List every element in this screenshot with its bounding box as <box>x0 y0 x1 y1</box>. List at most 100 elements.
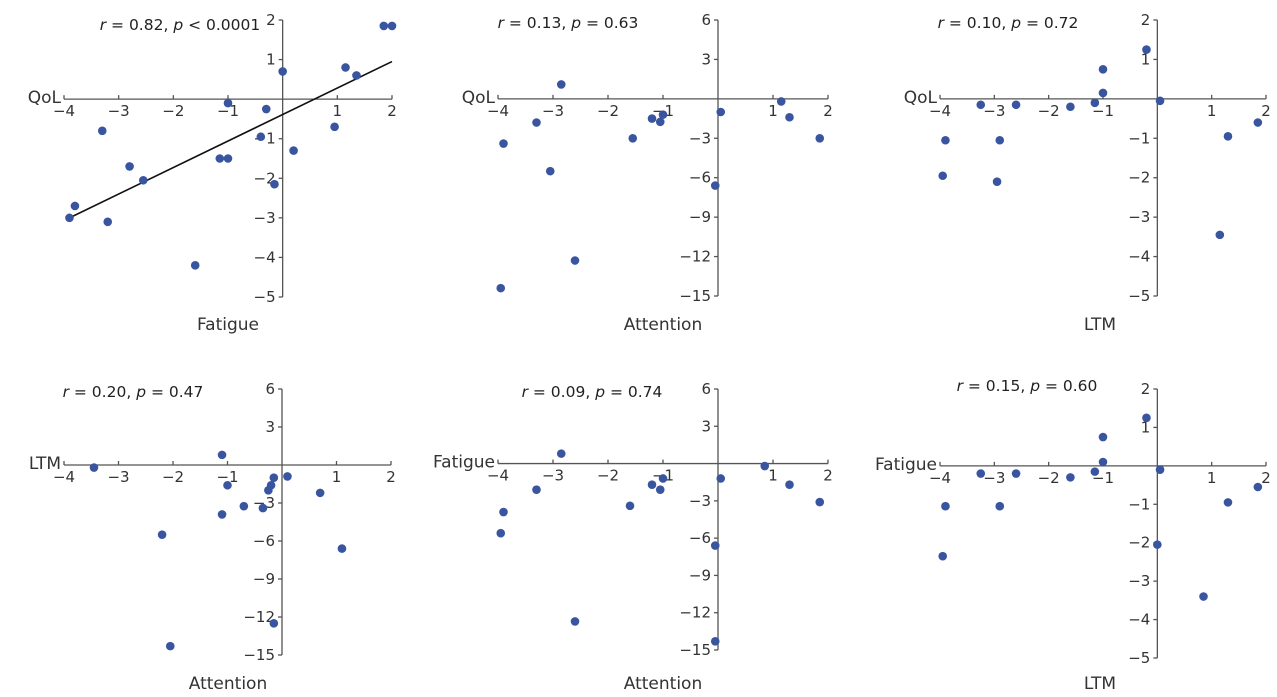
x-tick-label: −2 <box>597 467 619 485</box>
data-point <box>1155 465 1165 475</box>
data-point <box>1155 96 1165 106</box>
y-tick-label: −2 <box>1128 534 1150 552</box>
data-point <box>223 98 233 108</box>
x-tick-label: 1 <box>768 467 778 485</box>
y-tick-label: −4 <box>254 248 276 266</box>
scatter-panel-1: −4−3−2−112−5−4−3−2−112QoLFatiguer = 0.82… <box>28 11 397 335</box>
x-tick-label: 1 <box>768 102 778 120</box>
data-point <box>1142 45 1151 54</box>
data-point <box>1199 592 1208 601</box>
data-point <box>941 135 950 145</box>
y-tick-label: −12 <box>679 248 711 266</box>
data-point <box>496 528 506 538</box>
x-tick-label: −3 <box>542 102 564 120</box>
data-point <box>995 135 1005 145</box>
y-axis-label: QoL <box>28 88 62 108</box>
y-tick-label: 6 <box>265 380 275 398</box>
y-tick-label: −9 <box>689 208 711 226</box>
data-point <box>379 21 389 31</box>
data-point <box>785 480 794 490</box>
y-tick-label: −3 <box>253 494 275 512</box>
data-point <box>1142 413 1151 423</box>
data-point <box>658 474 668 483</box>
scatter-panel-4: −4 −3 −2 −1 1 2 −15 −12 −9 −6 −3 3 6 LTM Attention r = … <box>29 380 396 694</box>
data-point <box>496 283 506 293</box>
data-point <box>1223 132 1233 141</box>
y-tick-label: −12 <box>243 608 275 626</box>
x-tick-label: −3 <box>542 467 564 485</box>
x-tick-label: 1 <box>332 468 342 486</box>
data-point <box>217 510 227 519</box>
data-point <box>785 112 794 122</box>
data-point <box>1153 540 1162 549</box>
data-point <box>1066 102 1075 112</box>
data-point <box>995 501 1005 511</box>
x-tick-label: −1 <box>217 102 239 120</box>
x-tick-label: −1 <box>216 468 238 486</box>
data-point <box>269 619 279 628</box>
data-point <box>138 175 148 185</box>
y-tick-label: −9 <box>253 570 275 588</box>
data-point <box>1098 457 1108 467</box>
x-tick-label: 1 <box>1207 469 1217 487</box>
y-tick-label: −3 <box>689 492 711 510</box>
data-point <box>976 469 986 478</box>
data-point <box>658 110 668 119</box>
data-point <box>1090 467 1100 476</box>
y-axis-label: Fatigue <box>875 455 937 475</box>
data-point <box>157 530 167 539</box>
y-tick-label: −5 <box>254 288 276 306</box>
y-tick-label: −6 <box>689 529 711 547</box>
x-axis-label: Attention <box>624 315 702 335</box>
data-point <box>1098 64 1108 74</box>
x-tick-label: 2 <box>386 468 396 486</box>
data-point <box>258 503 268 513</box>
data-point <box>815 497 825 507</box>
y-tick-label: −15 <box>679 641 711 659</box>
x-axis-label: Attention <box>189 674 267 694</box>
y-tick-label: −12 <box>679 604 711 622</box>
data-point <box>499 507 508 517</box>
data-point <box>341 63 350 72</box>
y-tick-label: −5 <box>1128 287 1150 305</box>
x-tick-label: −3 <box>983 469 1005 487</box>
data-point <box>556 80 566 89</box>
x-tick-label: −3 <box>983 102 1005 120</box>
x-tick-label: −4 <box>929 102 951 120</box>
data-point <box>1011 100 1021 110</box>
data-point <box>992 177 1002 186</box>
data-point <box>270 179 279 189</box>
correlation-annotation: r = 0.20, p = 0.47 <box>63 383 204 401</box>
data-point <box>65 213 74 223</box>
y-tick-label: 1 <box>266 51 276 69</box>
correlation-annotation: r = 0.10, p = 0.72 <box>938 14 1079 32</box>
y-tick-label: −6 <box>689 169 711 187</box>
y-axis-label: QoL <box>904 88 938 108</box>
y-axis-label: Fatigue <box>433 453 495 473</box>
x-axis-label: Attention <box>624 674 702 694</box>
data-point <box>1253 118 1263 127</box>
x-tick-label: −1 <box>1092 102 1114 120</box>
data-point <box>125 162 134 171</box>
scatter-panel-5: −4−3−2−112−15−12−9−6−336FatigueAttention… <box>433 380 833 694</box>
x-axis-label: Fatigue <box>197 315 259 335</box>
data-point <box>628 133 638 143</box>
y-tick-label: −3 <box>689 129 711 147</box>
data-point <box>337 544 347 553</box>
data-point <box>976 100 986 110</box>
data-point <box>239 501 249 511</box>
data-point <box>352 71 361 80</box>
data-point <box>97 126 107 136</box>
data-point <box>315 488 325 498</box>
data-point <box>545 166 555 176</box>
data-point <box>165 641 175 651</box>
y-tick-label: −1 <box>1128 129 1150 147</box>
correlation-annotation: r = 0.13, p = 0.63 <box>498 14 639 32</box>
data-point <box>760 461 770 471</box>
y-tick-label: 2 <box>1141 11 1151 29</box>
data-point <box>647 114 657 123</box>
correlation-annotation: r = 0.15, p = 0.60 <box>957 377 1098 395</box>
x-tick-label: 2 <box>1261 469 1271 487</box>
